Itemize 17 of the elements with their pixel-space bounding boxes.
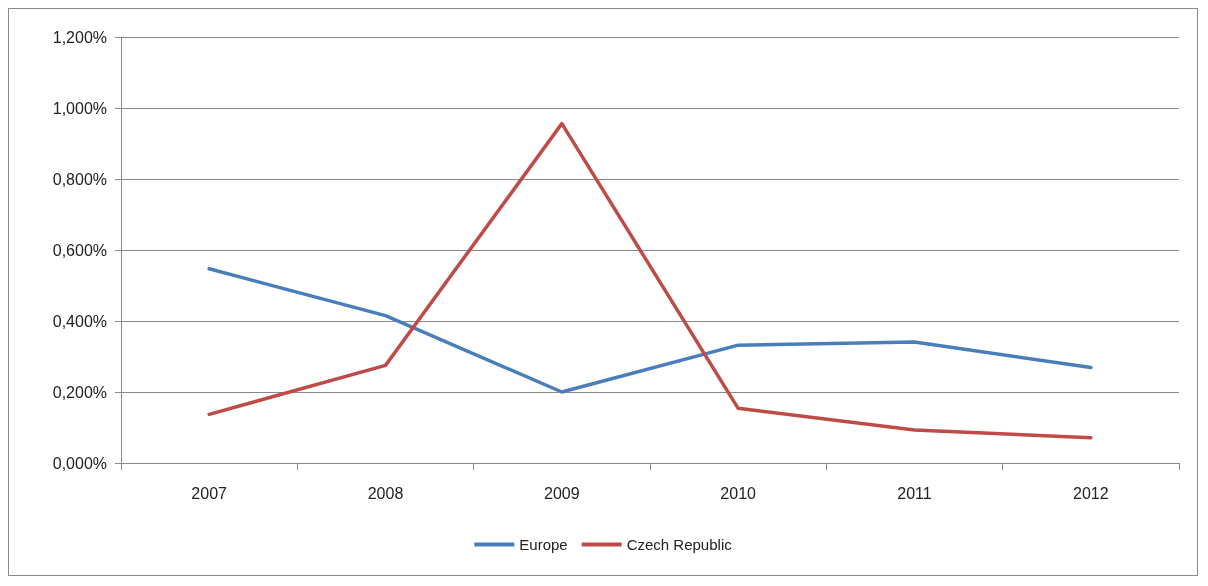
legend-label: Czech Republic — [626, 536, 733, 553]
y-tick-label: 0,600% — [52, 241, 107, 259]
legend-label: Europe — [519, 536, 568, 553]
line-series — [207, 121, 1093, 440]
x-tick-label: 2012 — [1073, 484, 1109, 502]
x-tick-label: 2011 — [897, 484, 932, 502]
y-tick-label: 0,200% — [52, 383, 107, 401]
x-tick-label: 2008 — [367, 484, 404, 502]
y-tick-label: 0,400% — [52, 312, 107, 330]
line-series — [207, 267, 1093, 394]
y-tick-label: 0,800% — [52, 170, 107, 188]
y-tick-label: 0,000% — [52, 454, 107, 472]
x-tick-label: 2010 — [720, 484, 757, 502]
x-tick-label: 2007 — [191, 484, 228, 502]
x-tick-label: 2009 — [544, 484, 580, 502]
y-tick-label: 1,200% — [52, 28, 107, 46]
y-tick-label: 1,000% — [52, 99, 107, 117]
